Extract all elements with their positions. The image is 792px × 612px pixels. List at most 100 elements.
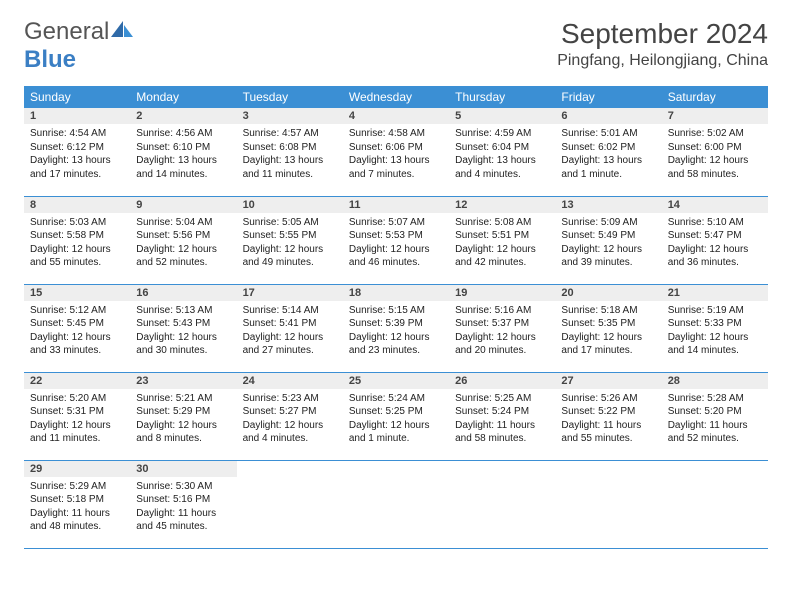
month-title: September 2024 [557, 18, 768, 50]
day-content: Sunrise: 5:23 AMSunset: 5:27 PMDaylight:… [237, 389, 343, 450]
day-number: 17 [237, 285, 343, 301]
calendar-day-cell [662, 460, 768, 548]
calendar-day-cell: 30Sunrise: 5:30 AMSunset: 5:16 PMDayligh… [130, 460, 236, 548]
calendar-day-cell: 5Sunrise: 4:59 AMSunset: 6:04 PMDaylight… [449, 108, 555, 196]
day-number: 4 [343, 108, 449, 124]
calendar-day-cell: 15Sunrise: 5:12 AMSunset: 5:45 PMDayligh… [24, 284, 130, 372]
calendar-day-cell: 19Sunrise: 5:16 AMSunset: 5:37 PMDayligh… [449, 284, 555, 372]
day-content: Sunrise: 5:03 AMSunset: 5:58 PMDaylight:… [24, 213, 130, 274]
day-content: Sunrise: 5:15 AMSunset: 5:39 PMDaylight:… [343, 301, 449, 362]
day-number: 23 [130, 373, 236, 389]
calendar-day-cell: 17Sunrise: 5:14 AMSunset: 5:41 PMDayligh… [237, 284, 343, 372]
logo-sail-icon [109, 19, 135, 39]
day-number: 9 [130, 197, 236, 213]
calendar-day-cell: 16Sunrise: 5:13 AMSunset: 5:43 PMDayligh… [130, 284, 236, 372]
day-number: 24 [237, 373, 343, 389]
calendar-day-cell: 18Sunrise: 5:15 AMSunset: 5:39 PMDayligh… [343, 284, 449, 372]
weekday-header: Wednesday [343, 86, 449, 108]
calendar-week-row: 1Sunrise: 4:54 AMSunset: 6:12 PMDaylight… [24, 108, 768, 196]
day-content: Sunrise: 5:10 AMSunset: 5:47 PMDaylight:… [662, 213, 768, 274]
calendar-day-cell: 14Sunrise: 5:10 AMSunset: 5:47 PMDayligh… [662, 196, 768, 284]
day-content: Sunrise: 5:04 AMSunset: 5:56 PMDaylight:… [130, 213, 236, 274]
calendar-day-cell: 23Sunrise: 5:21 AMSunset: 5:29 PMDayligh… [130, 372, 236, 460]
day-content: Sunrise: 5:09 AMSunset: 5:49 PMDaylight:… [555, 213, 661, 274]
calendar-day-cell: 27Sunrise: 5:26 AMSunset: 5:22 PMDayligh… [555, 372, 661, 460]
calendar-head: SundayMondayTuesdayWednesdayThursdayFrid… [24, 86, 768, 108]
day-number: 20 [555, 285, 661, 301]
day-content: Sunrise: 5:29 AMSunset: 5:18 PMDaylight:… [24, 477, 130, 538]
calendar-day-cell: 7Sunrise: 5:02 AMSunset: 6:00 PMDaylight… [662, 108, 768, 196]
day-content: Sunrise: 5:20 AMSunset: 5:31 PMDaylight:… [24, 389, 130, 450]
day-number: 6 [555, 108, 661, 124]
day-content: Sunrise: 5:07 AMSunset: 5:53 PMDaylight:… [343, 213, 449, 274]
weekday-header: Tuesday [237, 86, 343, 108]
day-content: Sunrise: 5:05 AMSunset: 5:55 PMDaylight:… [237, 213, 343, 274]
day-content: Sunrise: 5:02 AMSunset: 6:00 PMDaylight:… [662, 124, 768, 185]
day-content: Sunrise: 5:08 AMSunset: 5:51 PMDaylight:… [449, 213, 555, 274]
day-content: Sunrise: 5:01 AMSunset: 6:02 PMDaylight:… [555, 124, 661, 185]
weekday-header: Thursday [449, 86, 555, 108]
day-number: 19 [449, 285, 555, 301]
calendar-day-cell: 9Sunrise: 5:04 AMSunset: 5:56 PMDaylight… [130, 196, 236, 284]
calendar-day-cell: 25Sunrise: 5:24 AMSunset: 5:25 PMDayligh… [343, 372, 449, 460]
calendar-day-cell: 20Sunrise: 5:18 AMSunset: 5:35 PMDayligh… [555, 284, 661, 372]
day-number: 8 [24, 197, 130, 213]
calendar-day-cell: 26Sunrise: 5:25 AMSunset: 5:24 PMDayligh… [449, 372, 555, 460]
calendar-day-cell: 4Sunrise: 4:58 AMSunset: 6:06 PMDaylight… [343, 108, 449, 196]
day-number: 14 [662, 197, 768, 213]
calendar-day-cell: 11Sunrise: 5:07 AMSunset: 5:53 PMDayligh… [343, 196, 449, 284]
day-content: Sunrise: 5:24 AMSunset: 5:25 PMDaylight:… [343, 389, 449, 450]
day-number: 11 [343, 197, 449, 213]
calendar-day-cell: 24Sunrise: 5:23 AMSunset: 5:27 PMDayligh… [237, 372, 343, 460]
calendar-day-cell: 8Sunrise: 5:03 AMSunset: 5:58 PMDaylight… [24, 196, 130, 284]
day-content: Sunrise: 4:59 AMSunset: 6:04 PMDaylight:… [449, 124, 555, 185]
day-content: Sunrise: 5:18 AMSunset: 5:35 PMDaylight:… [555, 301, 661, 362]
day-number: 18 [343, 285, 449, 301]
calendar-day-cell [237, 460, 343, 548]
title-block: September 2024 Pingfang, Heilongjiang, C… [557, 18, 768, 70]
logo-text-b: Blue [24, 46, 76, 73]
day-number: 22 [24, 373, 130, 389]
calendar-table: SundayMondayTuesdayWednesdayThursdayFrid… [24, 86, 768, 549]
weekday-header: Monday [130, 86, 236, 108]
day-content: Sunrise: 5:12 AMSunset: 5:45 PMDaylight:… [24, 301, 130, 362]
day-content: Sunrise: 4:56 AMSunset: 6:10 PMDaylight:… [130, 124, 236, 185]
calendar-week-row: 8Sunrise: 5:03 AMSunset: 5:58 PMDaylight… [24, 196, 768, 284]
day-number: 5 [449, 108, 555, 124]
calendar-week-row: 22Sunrise: 5:20 AMSunset: 5:31 PMDayligh… [24, 372, 768, 460]
day-number: 3 [237, 108, 343, 124]
calendar-day-cell: 6Sunrise: 5:01 AMSunset: 6:02 PMDaylight… [555, 108, 661, 196]
day-number: 26 [449, 373, 555, 389]
day-content: Sunrise: 5:16 AMSunset: 5:37 PMDaylight:… [449, 301, 555, 362]
calendar-day-cell: 28Sunrise: 5:28 AMSunset: 5:20 PMDayligh… [662, 372, 768, 460]
calendar-day-cell [343, 460, 449, 548]
calendar-day-cell: 22Sunrise: 5:20 AMSunset: 5:31 PMDayligh… [24, 372, 130, 460]
weekday-header: Sunday [24, 86, 130, 108]
weekday-header: Saturday [662, 86, 768, 108]
calendar-day-cell: 1Sunrise: 4:54 AMSunset: 6:12 PMDaylight… [24, 108, 130, 196]
calendar-day-cell: 13Sunrise: 5:09 AMSunset: 5:49 PMDayligh… [555, 196, 661, 284]
day-number: 30 [130, 461, 236, 477]
day-number: 28 [662, 373, 768, 389]
day-content: Sunrise: 5:28 AMSunset: 5:20 PMDaylight:… [662, 389, 768, 450]
day-number: 25 [343, 373, 449, 389]
calendar-week-row: 15Sunrise: 5:12 AMSunset: 5:45 PMDayligh… [24, 284, 768, 372]
calendar-day-cell [555, 460, 661, 548]
day-content: Sunrise: 4:54 AMSunset: 6:12 PMDaylight:… [24, 124, 130, 185]
calendar-day-cell: 10Sunrise: 5:05 AMSunset: 5:55 PMDayligh… [237, 196, 343, 284]
day-number: 12 [449, 197, 555, 213]
logo-text: General Blue [24, 18, 135, 74]
calendar-day-cell: 2Sunrise: 4:56 AMSunset: 6:10 PMDaylight… [130, 108, 236, 196]
calendar-day-cell: 12Sunrise: 5:08 AMSunset: 5:51 PMDayligh… [449, 196, 555, 284]
day-number: 7 [662, 108, 768, 124]
day-content: Sunrise: 5:25 AMSunset: 5:24 PMDaylight:… [449, 389, 555, 450]
day-content: Sunrise: 5:14 AMSunset: 5:41 PMDaylight:… [237, 301, 343, 362]
day-number: 13 [555, 197, 661, 213]
calendar-day-cell: 3Sunrise: 4:57 AMSunset: 6:08 PMDaylight… [237, 108, 343, 196]
day-number: 10 [237, 197, 343, 213]
location: Pingfang, Heilongjiang, China [557, 52, 768, 70]
day-number: 29 [24, 461, 130, 477]
header: General Blue September 2024 Pingfang, He… [24, 18, 768, 74]
logo-text-a: General [24, 18, 109, 45]
day-content: Sunrise: 5:30 AMSunset: 5:16 PMDaylight:… [130, 477, 236, 538]
